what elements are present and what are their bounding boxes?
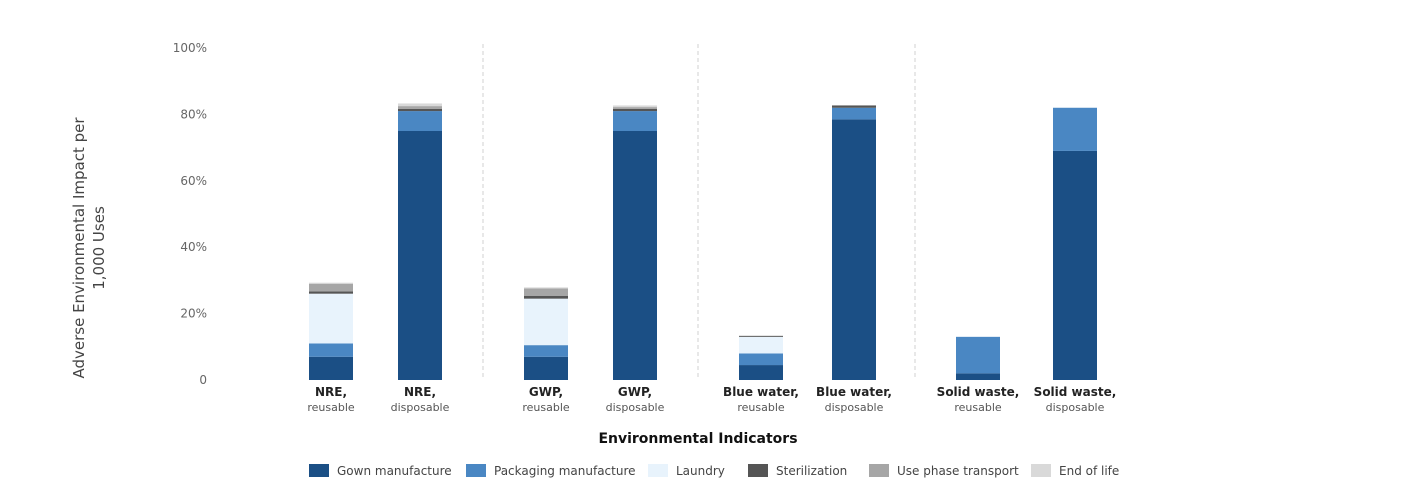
bar-segment <box>398 103 442 107</box>
bar-stack <box>613 105 657 380</box>
legend: Gown manufacture Packaging manufacture Lau… <box>309 464 1119 478</box>
legend-item: Use phase transport <box>869 464 1019 478</box>
y-tick-label: 60% <box>180 174 207 188</box>
legend-swatch <box>869 464 889 477</box>
bar-segment <box>956 373 1000 380</box>
y-tick-label: 100% <box>173 41 207 55</box>
x-tick-label: NRE, <box>315 385 347 399</box>
y-tick-label: 80% <box>180 107 207 121</box>
x-tick-sublabel: disposable <box>391 401 450 414</box>
bar-segment <box>739 335 783 337</box>
bar-stack <box>956 336 1000 380</box>
bar-segment <box>398 111 442 131</box>
legend-label: Packaging manufacture <box>494 464 636 478</box>
bars <box>309 103 1097 380</box>
x-tick-sublabel: reusable <box>737 401 785 414</box>
bar-segment <box>524 356 568 380</box>
bar-stack <box>398 103 442 380</box>
x-tick-label: Solid waste, <box>937 385 1020 399</box>
x-tick-label: GWP, <box>529 385 563 399</box>
x-tick-sublabel: reusable <box>522 401 570 414</box>
bar-segment <box>309 293 353 344</box>
bar-segment <box>309 343 353 357</box>
bar-segment <box>524 296 568 299</box>
group-separators <box>482 44 916 380</box>
bar-segment <box>524 287 568 289</box>
bar-segment <box>613 107 657 109</box>
bar-segment <box>398 131 442 380</box>
bar-segment <box>613 111 657 131</box>
bar-segment <box>613 108 657 112</box>
bar-segment <box>398 108 442 112</box>
bar-segment <box>613 131 657 380</box>
legend-label: Use phase transport <box>897 464 1019 478</box>
legend-item: Sterilization <box>748 464 847 478</box>
y-tick-label: 20% <box>180 307 207 321</box>
legend-item: Packaging manufacture <box>466 464 636 478</box>
y-axis-title-line-1: Adverse Environmental Impact per <box>70 117 88 379</box>
legend-item: End of life <box>1031 464 1119 478</box>
bar-stack <box>739 335 783 380</box>
y-tick-label: 40% <box>180 240 207 254</box>
bar-segment <box>398 106 442 109</box>
legend-item: Laundry <box>648 464 725 478</box>
bar-segment <box>613 105 657 108</box>
legend-swatch <box>309 464 329 477</box>
bar-stack <box>1053 107 1097 380</box>
bar-segment <box>832 105 876 108</box>
bar-segment <box>1053 107 1097 151</box>
bar-stack <box>309 282 353 380</box>
x-axis-title: Environmental Indicators <box>598 431 797 447</box>
bar-segment <box>956 336 1000 374</box>
x-tick-label: Blue water, <box>816 385 892 399</box>
legend-swatch <box>466 464 486 477</box>
bar-segment <box>309 356 353 380</box>
x-tick-sublabel: reusable <box>307 401 355 414</box>
x-tick-sublabel: disposable <box>1046 401 1105 414</box>
bar-segment <box>832 119 876 380</box>
legend-swatch <box>1031 464 1051 477</box>
bar-segment <box>524 298 568 346</box>
x-tick-label: GWP, <box>618 385 652 399</box>
x-tick-sublabel: disposable <box>606 401 665 414</box>
x-tick-sublabel: reusable <box>954 401 1002 414</box>
bar-stack <box>832 105 876 380</box>
y-axis-ticks: 0 20% 40% 60% 80% 100% <box>173 41 207 387</box>
bar-stack <box>524 287 568 380</box>
x-tick-sublabel: disposable <box>825 401 884 414</box>
legend-label: Gown manufacture <box>337 464 452 478</box>
y-tick-label: 0 <box>199 373 207 387</box>
bar-segment <box>309 283 353 292</box>
y-axis-title-line-2: 1,000 Uses <box>90 206 108 290</box>
bar-segment <box>524 345 568 357</box>
bar-segment <box>309 291 353 294</box>
bar-segment <box>739 336 783 354</box>
bar-segment <box>524 288 568 297</box>
bar-segment <box>1053 150 1097 380</box>
legend-swatch <box>748 464 768 477</box>
legend-label: Sterilization <box>776 464 847 478</box>
x-tick-label: Solid waste, <box>1034 385 1117 399</box>
bar-segment <box>832 107 876 120</box>
bar-segment <box>309 282 353 284</box>
bar-segment <box>739 365 783 380</box>
legend-swatch <box>648 464 668 477</box>
bar-segment <box>739 353 783 366</box>
legend-label: Laundry <box>676 464 725 478</box>
x-axis-labels: NRE, reusable NRE, disposable GWP, reusable GW… <box>307 385 1116 414</box>
y-axis-title: Adverse Environmental Impact per 1,000 U… <box>70 117 108 379</box>
legend-label: End of life <box>1059 464 1119 478</box>
x-tick-label: Blue water, <box>723 385 799 399</box>
legend-item: Gown manufacture <box>309 464 452 478</box>
x-tick-label: NRE, <box>404 385 436 399</box>
